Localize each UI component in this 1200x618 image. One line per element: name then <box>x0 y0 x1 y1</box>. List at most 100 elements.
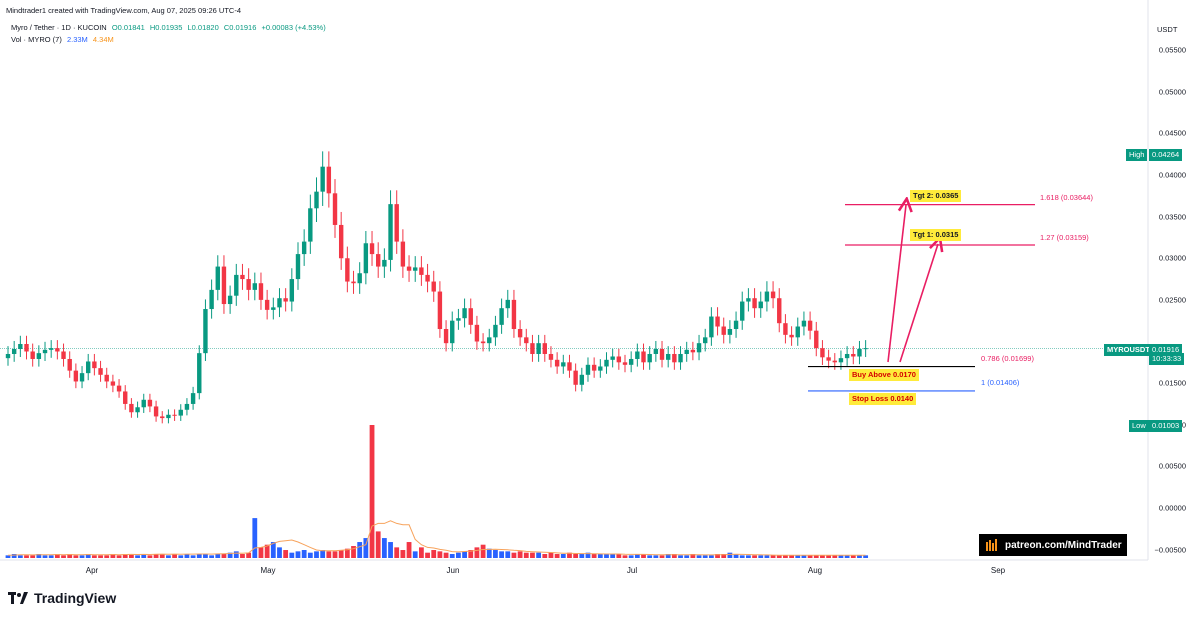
volume-bar <box>388 542 393 558</box>
fib-label-0786: 0.786 (0.01699) <box>981 354 1034 363</box>
volume-bar <box>11 554 17 558</box>
volume-bar <box>813 555 819 558</box>
time-tick: Aug <box>807 566 823 575</box>
candle <box>561 354 566 374</box>
time-tick: May <box>260 566 276 575</box>
volume-series <box>5 425 869 558</box>
price-tick: 0.00000 <box>1158 503 1186 513</box>
candle <box>203 299 208 362</box>
volume-bar <box>548 552 554 558</box>
volume-bar <box>36 554 42 558</box>
volume-bar <box>721 554 727 558</box>
candle <box>795 317 800 346</box>
candle <box>320 151 325 206</box>
candle <box>517 320 523 346</box>
volume-bar <box>634 554 640 558</box>
volume-bar <box>320 550 326 558</box>
candle <box>86 353 91 381</box>
volume-bar <box>258 547 264 558</box>
candle <box>79 366 85 389</box>
volume-bar <box>196 554 202 558</box>
candle <box>308 194 313 254</box>
candle <box>684 341 689 362</box>
volume-bar <box>628 555 634 558</box>
candle <box>252 272 257 301</box>
volume-bar <box>351 546 356 558</box>
candle <box>221 255 227 314</box>
candle <box>141 393 146 413</box>
candle <box>647 346 652 370</box>
volume-bar <box>54 554 60 558</box>
candle <box>641 343 646 370</box>
buy-above-label: Buy Above 0.0170 <box>849 369 919 381</box>
volume-bar <box>844 555 850 558</box>
volume-bar <box>622 555 628 558</box>
candle <box>160 411 165 424</box>
volume-bar <box>270 542 276 558</box>
volume-bar <box>307 552 313 558</box>
candle <box>382 248 387 278</box>
candle <box>400 229 406 278</box>
volume-bar <box>511 552 517 558</box>
candle <box>295 242 301 290</box>
volume-bar <box>147 555 153 558</box>
volume-bar <box>400 550 406 558</box>
price-tick: 0.03000 <box>1158 253 1186 263</box>
low-value: L0.01820 <box>187 23 219 32</box>
volume-bar <box>733 554 739 558</box>
price-unit: USDT <box>1157 25 1178 34</box>
fib-label-127: 1.27 (0.03159) <box>1040 233 1089 242</box>
volume-bar <box>122 554 128 558</box>
volume-bar <box>573 554 579 558</box>
volume-bar <box>838 555 844 558</box>
volume-bar <box>277 547 282 558</box>
candle <box>746 288 751 312</box>
volume-label: Vol · MYRO (7) <box>11 35 62 44</box>
candle <box>524 328 529 352</box>
candle <box>197 345 202 400</box>
candle <box>36 345 42 367</box>
patreon-watermark: patreon.com/MindTrader <box>979 534 1127 556</box>
candle <box>653 340 659 362</box>
volume-bar <box>826 555 832 558</box>
volume-bar <box>610 554 616 558</box>
volume-bar <box>616 554 622 558</box>
volume-ma-line <box>7 520 866 556</box>
candle <box>116 379 122 398</box>
volume-bar <box>153 554 159 558</box>
volume-bar <box>449 554 455 558</box>
volume-bar <box>221 554 227 558</box>
candle <box>153 400 159 422</box>
candle <box>277 288 282 318</box>
volume-bar <box>752 555 757 558</box>
price-tick: 0.05500 <box>1158 45 1186 55</box>
volume-bar <box>764 555 770 558</box>
volume-bar <box>493 550 498 558</box>
candle <box>598 359 603 378</box>
candle <box>554 352 560 374</box>
candle <box>752 288 757 318</box>
candle <box>665 346 671 368</box>
volume-bar <box>678 555 683 558</box>
volume-bar <box>832 555 838 558</box>
candle <box>363 231 369 285</box>
volume-bar <box>462 551 467 558</box>
volume-bar <box>42 555 48 558</box>
candle <box>480 333 486 352</box>
price-tick: 0.00500 <box>1158 461 1186 471</box>
volume-bar <box>209 555 215 558</box>
candle <box>345 246 350 293</box>
volume-bar <box>585 552 591 558</box>
volume-bar <box>184 554 190 558</box>
volume-bar <box>326 551 332 558</box>
volume-bar <box>135 555 140 558</box>
candle <box>616 348 622 370</box>
volume-bar <box>227 552 233 558</box>
candle <box>166 409 171 424</box>
volume-bar <box>597 554 603 558</box>
candle <box>690 341 696 361</box>
volume-bar <box>190 555 196 558</box>
candle <box>536 334 541 362</box>
candle <box>246 268 251 301</box>
